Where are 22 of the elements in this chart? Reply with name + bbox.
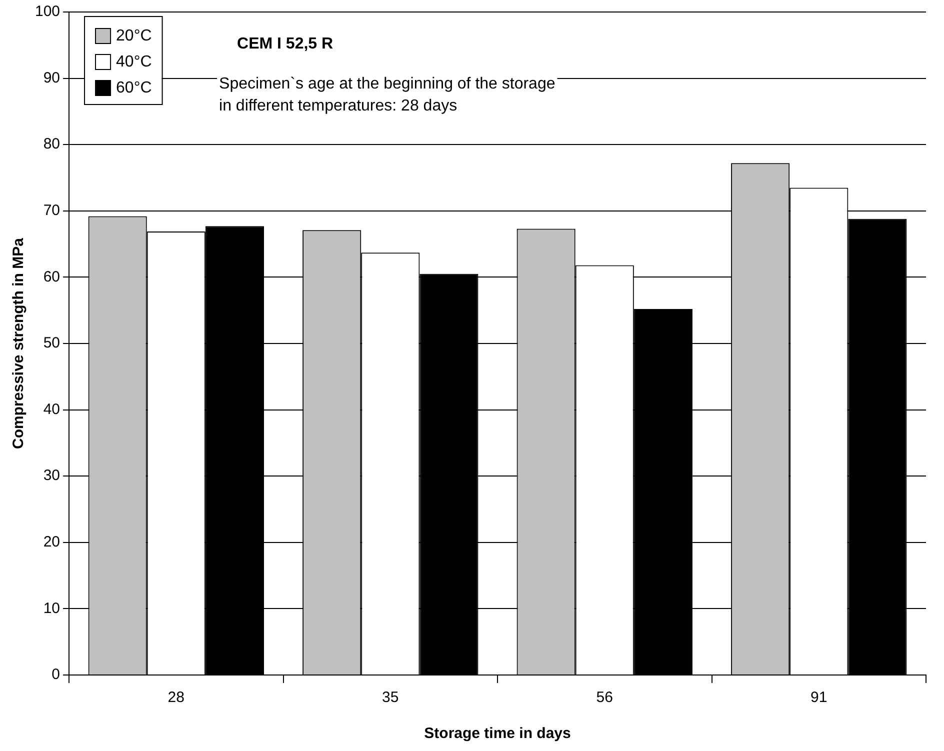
x-axis-title: Storage time in days [424, 725, 571, 742]
x-tick-label: 56 [596, 689, 613, 706]
y-tick-label: 80 [43, 136, 60, 153]
x-tick-label: 35 [382, 689, 399, 706]
y-tick-label: 50 [43, 334, 60, 352]
y-tick-label: 90 [43, 69, 60, 86]
y-tick-label: 0 [52, 666, 60, 684]
annotation: CEM I 52,5 R [237, 35, 334, 52]
x-tick-label: 28 [168, 689, 184, 706]
y-tick-label: 20 [43, 534, 60, 551]
legend-label: 20°C [116, 27, 152, 44]
legend-label: 40°C [116, 53, 152, 70]
y-tick-label: 40 [43, 400, 60, 418]
y-tick-label: 60 [43, 268, 60, 286]
y-tick-label: 100 [34, 3, 60, 20]
y-tick-label: 10 [43, 600, 60, 617]
x-tick-label: 91 [810, 689, 828, 706]
legend-label: 60°C [116, 79, 152, 96]
y-tick-label: 70 [43, 202, 60, 220]
y-axis-title: Compressive strength in MPa [10, 237, 28, 449]
annotation: Specimen`s age at the beginning of the storage in different temperatures: 28 days [219, 75, 556, 114]
y-tick-label: 30 [43, 467, 60, 484]
